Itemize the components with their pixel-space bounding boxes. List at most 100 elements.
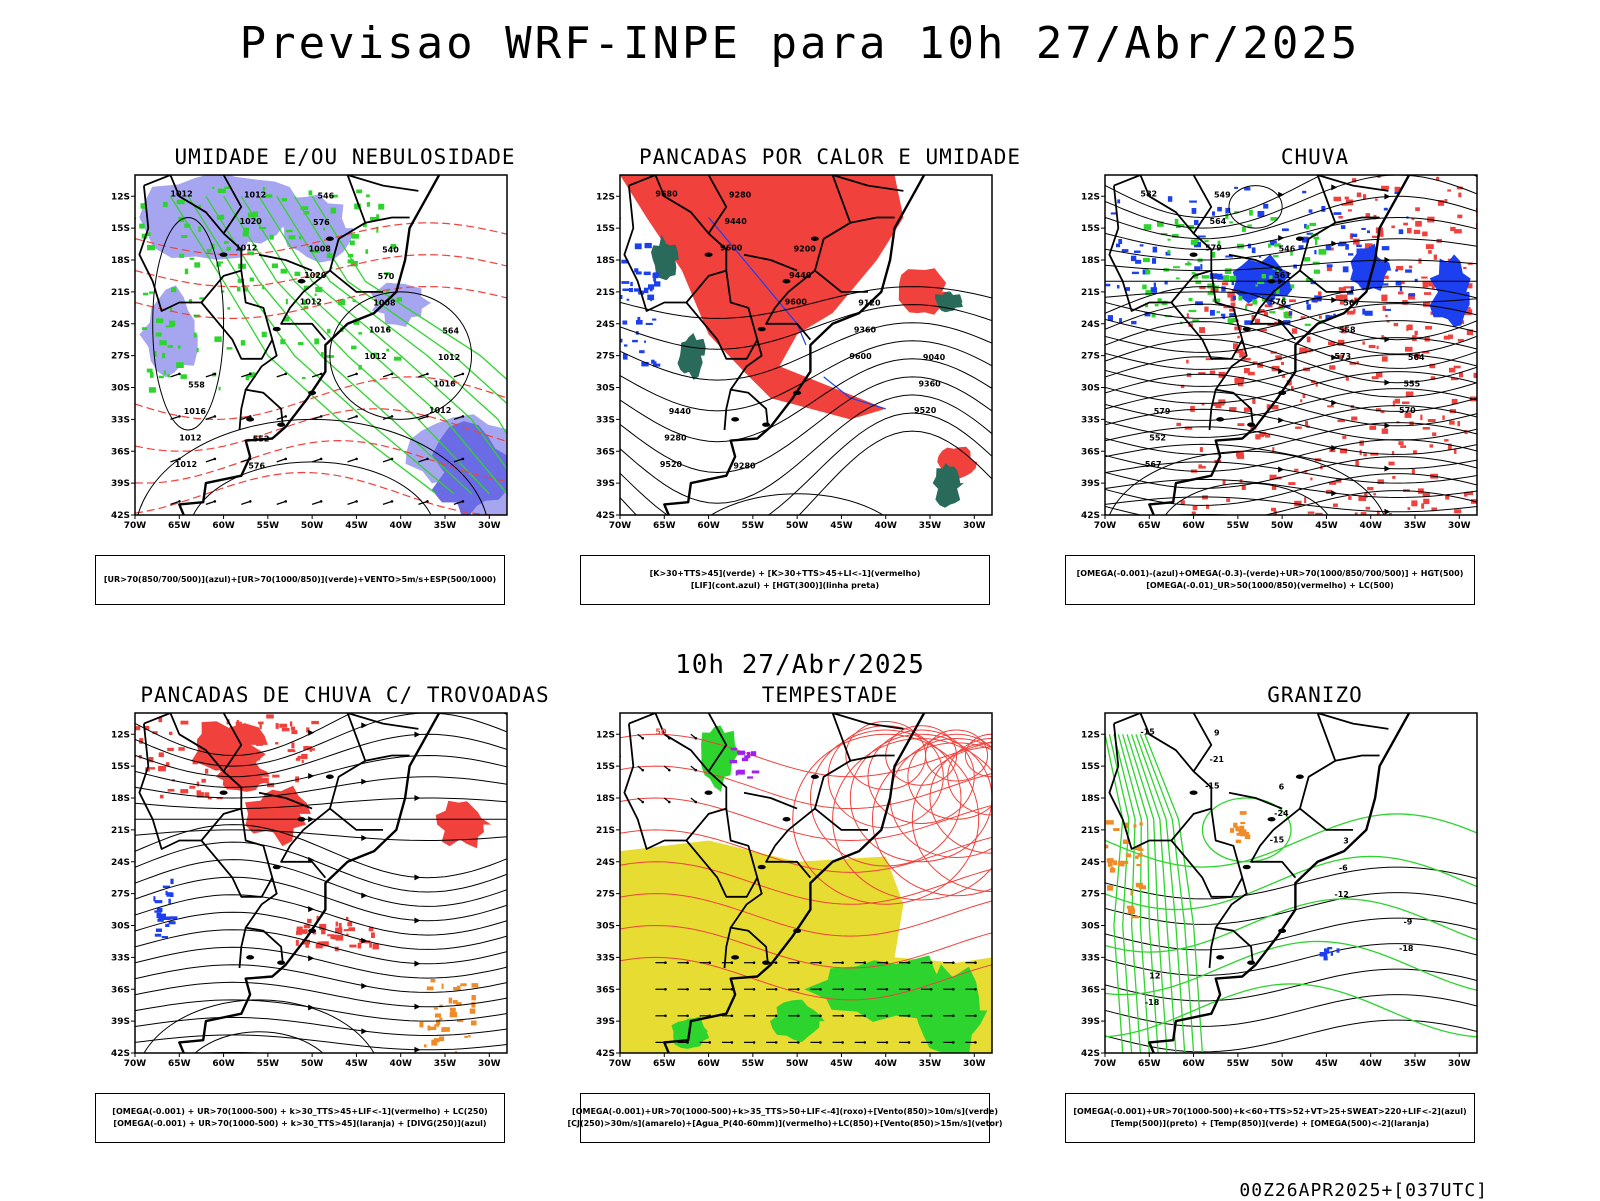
- storm-red: [295, 757, 301, 761]
- map-umidade: 1012 1012 1012 1012 1012 1012 1020 1020 1016 1016…: [111, 174, 508, 531]
- lon-tick-label: 50W: [786, 521, 809, 531]
- wind-vector: [730, 1014, 734, 1018]
- lc250-streamline: [135, 1016, 507, 1037]
- omega-blue: [1298, 245, 1304, 249]
- lat-tick-label: 12S: [111, 730, 130, 740]
- omega-ur-red: [1375, 198, 1378, 201]
- wind-vector: [205, 500, 216, 505]
- severe-purple: [741, 757, 749, 762]
- contour-label: 567: [1343, 299, 1360, 308]
- omega-ur-red: [1450, 226, 1456, 231]
- lat-tick-label: 42S: [596, 1049, 615, 1059]
- border: [743, 253, 798, 272]
- rh-low-green-cell: [212, 186, 215, 190]
- temp850-contour: [1139, 734, 1195, 1053]
- omega-ur-red: [1264, 304, 1273, 308]
- map-granizo: -15 -15 -15 -12 -18 -18 -21 -24 -6 -9 12 9 6 3 12S 15S 1…: [1081, 712, 1478, 1069]
- contour-label: -12: [1334, 890, 1348, 899]
- omega-ur-red: [1360, 512, 1367, 515]
- omega-ur-red: [1392, 476, 1396, 479]
- storm-orange: [469, 1008, 476, 1014]
- omega500-orange: [1105, 820, 1114, 825]
- omega-ur-red: [1423, 301, 1431, 307]
- contour-label: 9440: [725, 217, 748, 226]
- storm-orange: [426, 986, 434, 991]
- lif-blue: [626, 298, 630, 301]
- omega-green: [1192, 319, 1200, 322]
- omega-blue: [1306, 300, 1309, 304]
- omega-ur-red: [1251, 315, 1255, 321]
- wind-vector: [841, 1041, 844, 1044]
- storm-red: [167, 788, 175, 792]
- hgt500-contour: [1105, 303, 1477, 336]
- omega-ur-red: [1411, 468, 1415, 474]
- wind-vector: [774, 987, 778, 991]
- lc250-streamline: [414, 731, 421, 738]
- omega-ur-red: [1294, 500, 1302, 507]
- thickness-red: [135, 471, 507, 515]
- omega-ur-red: [1456, 186, 1463, 190]
- omega-green: [1284, 316, 1293, 319]
- wind-vector: [284, 457, 288, 461]
- omega-blue: [1333, 313, 1336, 316]
- omega-ur-red: [1370, 452, 1379, 456]
- omega-ur-red: [1388, 461, 1395, 466]
- storm-red: [316, 944, 323, 947]
- lc500-streamline: [1105, 259, 1477, 272]
- wind-vector: [708, 987, 712, 991]
- lc250-streamline: [135, 841, 507, 893]
- omega-blue: [1348, 253, 1354, 256]
- contour-label: 9600: [849, 352, 872, 361]
- omega-green: [1309, 222, 1316, 226]
- rh-low-green-cell: [140, 203, 147, 209]
- omega-ur-red: [1453, 448, 1457, 454]
- wind-vector: [418, 373, 428, 378]
- wind-vector: [907, 961, 911, 964]
- omega-ur-red: [1429, 363, 1436, 369]
- omega-green: [1279, 306, 1285, 310]
- lat-tick-label: 12S: [596, 192, 615, 202]
- contour-label: 1012: [300, 298, 322, 307]
- storm-red: [144, 725, 150, 731]
- wind-vector: [730, 1041, 734, 1044]
- omega-green: [1174, 218, 1179, 225]
- wind-vector: [686, 1014, 689, 1018]
- storm-orange: [442, 1027, 450, 1032]
- contour-label: 564: [1408, 353, 1425, 362]
- wind-vector: [974, 1014, 977, 1018]
- storm-red: [275, 742, 279, 745]
- lat-tick-label: 33S: [1081, 953, 1100, 963]
- rh-low-green-cell: [245, 375, 250, 381]
- omega-ur-red: [1431, 507, 1437, 512]
- omega-ur-red: [1356, 361, 1359, 365]
- border: [1299, 269, 1353, 293]
- omega-green: [1207, 291, 1216, 295]
- contour-label: 546: [317, 191, 334, 200]
- hail-blue: [1324, 948, 1330, 954]
- rh-low-green: [276, 195, 507, 436]
- thickness-red: [135, 376, 507, 421]
- map-frame: [619, 712, 993, 1054]
- omega500-orange: [1117, 860, 1124, 867]
- wind-vector: [974, 987, 977, 991]
- omega500-orange: [1235, 822, 1238, 829]
- contour-label: 570: [1399, 406, 1416, 415]
- storm-red: [279, 723, 288, 728]
- omega-blue: [1364, 264, 1373, 268]
- omega-ur-red: [1379, 231, 1384, 237]
- wind-vector: [284, 372, 288, 376]
- omega-ur-red: [1198, 464, 1203, 468]
- omega-ur-red: [1368, 344, 1376, 349]
- wind-vector: [319, 457, 323, 461]
- omega-ur-red: [1236, 454, 1245, 459]
- omega-ur-red: [1305, 420, 1308, 427]
- rh-low-green-cell: [206, 248, 212, 253]
- lc500-streamline: [1384, 336, 1391, 343]
- lake: [272, 326, 281, 332]
- storm-red: [327, 934, 335, 937]
- omega-blue: [1189, 200, 1197, 203]
- omega-blue: [1194, 220, 1199, 226]
- omega-green: [1268, 243, 1271, 248]
- storm-red: [229, 732, 237, 735]
- lc250-streamline: [361, 722, 368, 729]
